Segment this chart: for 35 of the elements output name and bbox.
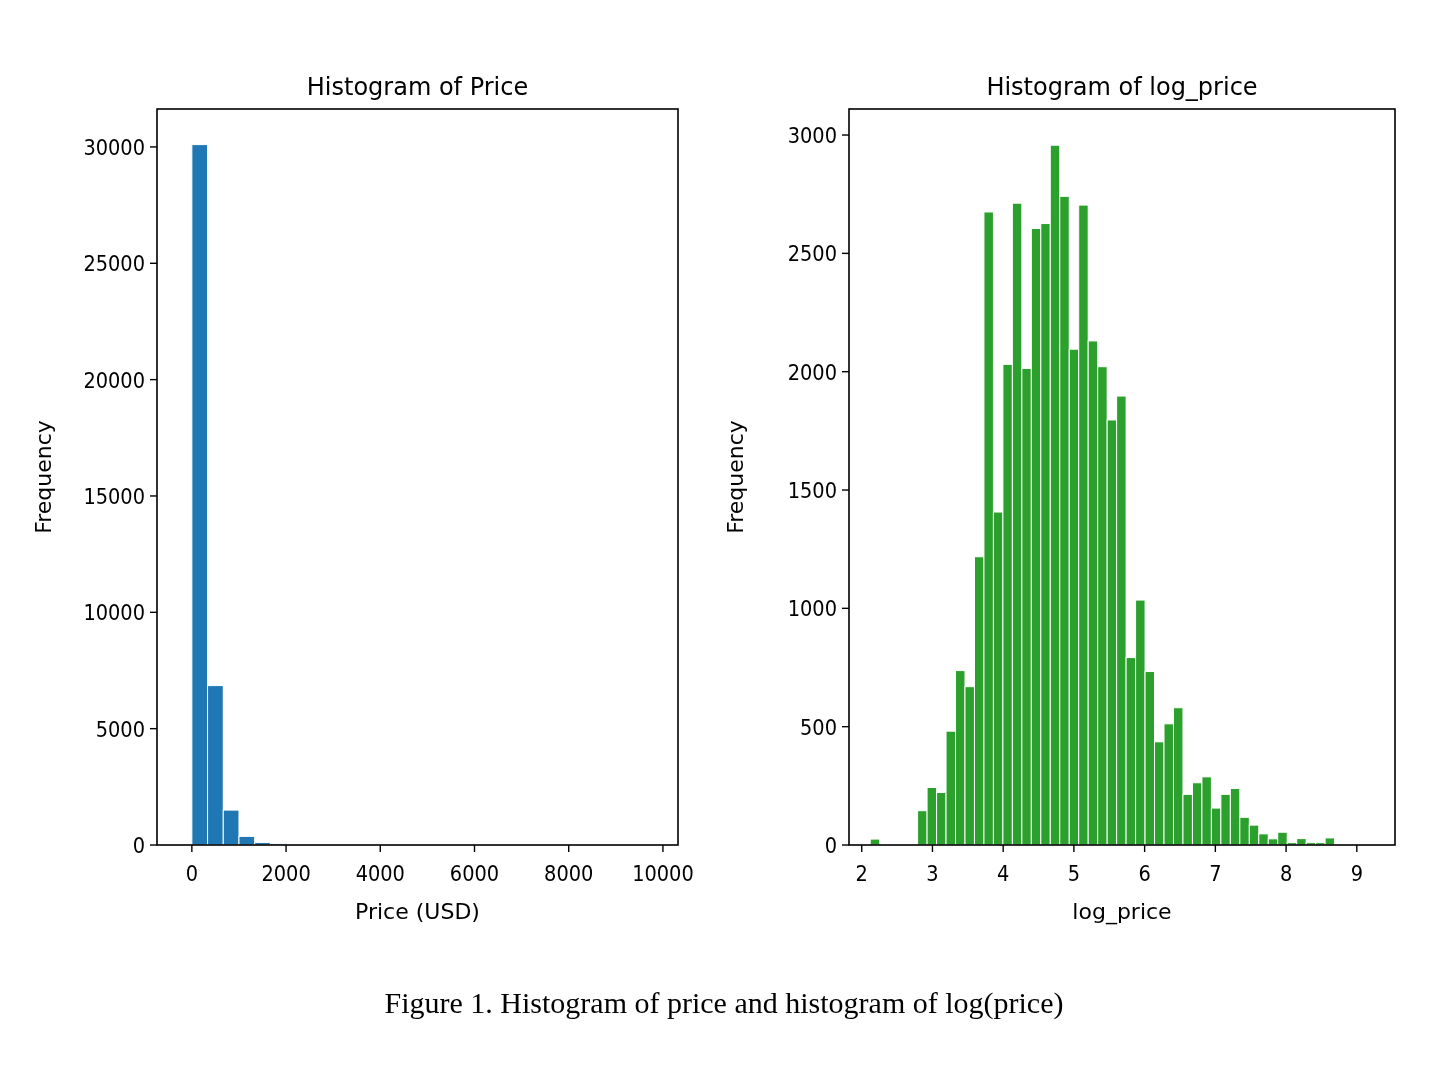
x-tick-label: 5 bbox=[1067, 860, 1081, 887]
y-tick-label: 0 bbox=[132, 832, 145, 859]
x-tick-label: 7 bbox=[1209, 860, 1222, 887]
x-tick-label: 4 bbox=[997, 860, 1010, 887]
x-axis-title: log_price bbox=[1072, 899, 1172, 925]
x-axis-title: Price (USD) bbox=[355, 899, 480, 924]
x-tick-label: 8 bbox=[1279, 860, 1293, 887]
x-tick-label: 6 bbox=[1138, 860, 1151, 887]
y-axis-title: Frequency bbox=[723, 420, 748, 534]
x-tick-label: 8000 bbox=[544, 860, 594, 887]
y-axis-title: Frequency bbox=[31, 420, 56, 534]
x-tick-label: 9 bbox=[1350, 860, 1363, 887]
y-tick-label: 1000 bbox=[787, 596, 837, 622]
y-tick-label: 3000 bbox=[787, 122, 837, 149]
y-tick-label: 20000 bbox=[83, 367, 145, 393]
y-tick-label: 2500 bbox=[787, 241, 837, 267]
x-tick-label: 10000 bbox=[632, 860, 694, 887]
y-tick-label: 10000 bbox=[83, 600, 145, 626]
x-tick-label: 2 bbox=[855, 860, 868, 887]
y-tick-label: 15000 bbox=[83, 483, 145, 510]
y-tick-label: 30000 bbox=[83, 134, 145, 161]
y-tick-label: 25000 bbox=[83, 251, 145, 277]
chart-title: Histogram of log_price bbox=[986, 73, 1258, 101]
y-tick-label: 500 bbox=[800, 714, 837, 740]
y-tick-label: 2000 bbox=[787, 359, 837, 385]
y-tick-label: 5000 bbox=[95, 716, 145, 742]
x-tick-label: 4000 bbox=[355, 860, 405, 887]
x-tick-label: 6000 bbox=[449, 860, 500, 887]
chart-title: Histogram of Price bbox=[306, 73, 529, 101]
y-tick-label: 1500 bbox=[787, 477, 837, 504]
x-tick-label: 0 bbox=[185, 860, 199, 887]
caption: Figure 1. Histogram of price and histogram of log(price) bbox=[384, 986, 1064, 1020]
x-tick-label: 3 bbox=[926, 860, 939, 887]
y-tick-label: 0 bbox=[824, 832, 837, 859]
x-tick-label: 2000 bbox=[261, 860, 311, 887]
